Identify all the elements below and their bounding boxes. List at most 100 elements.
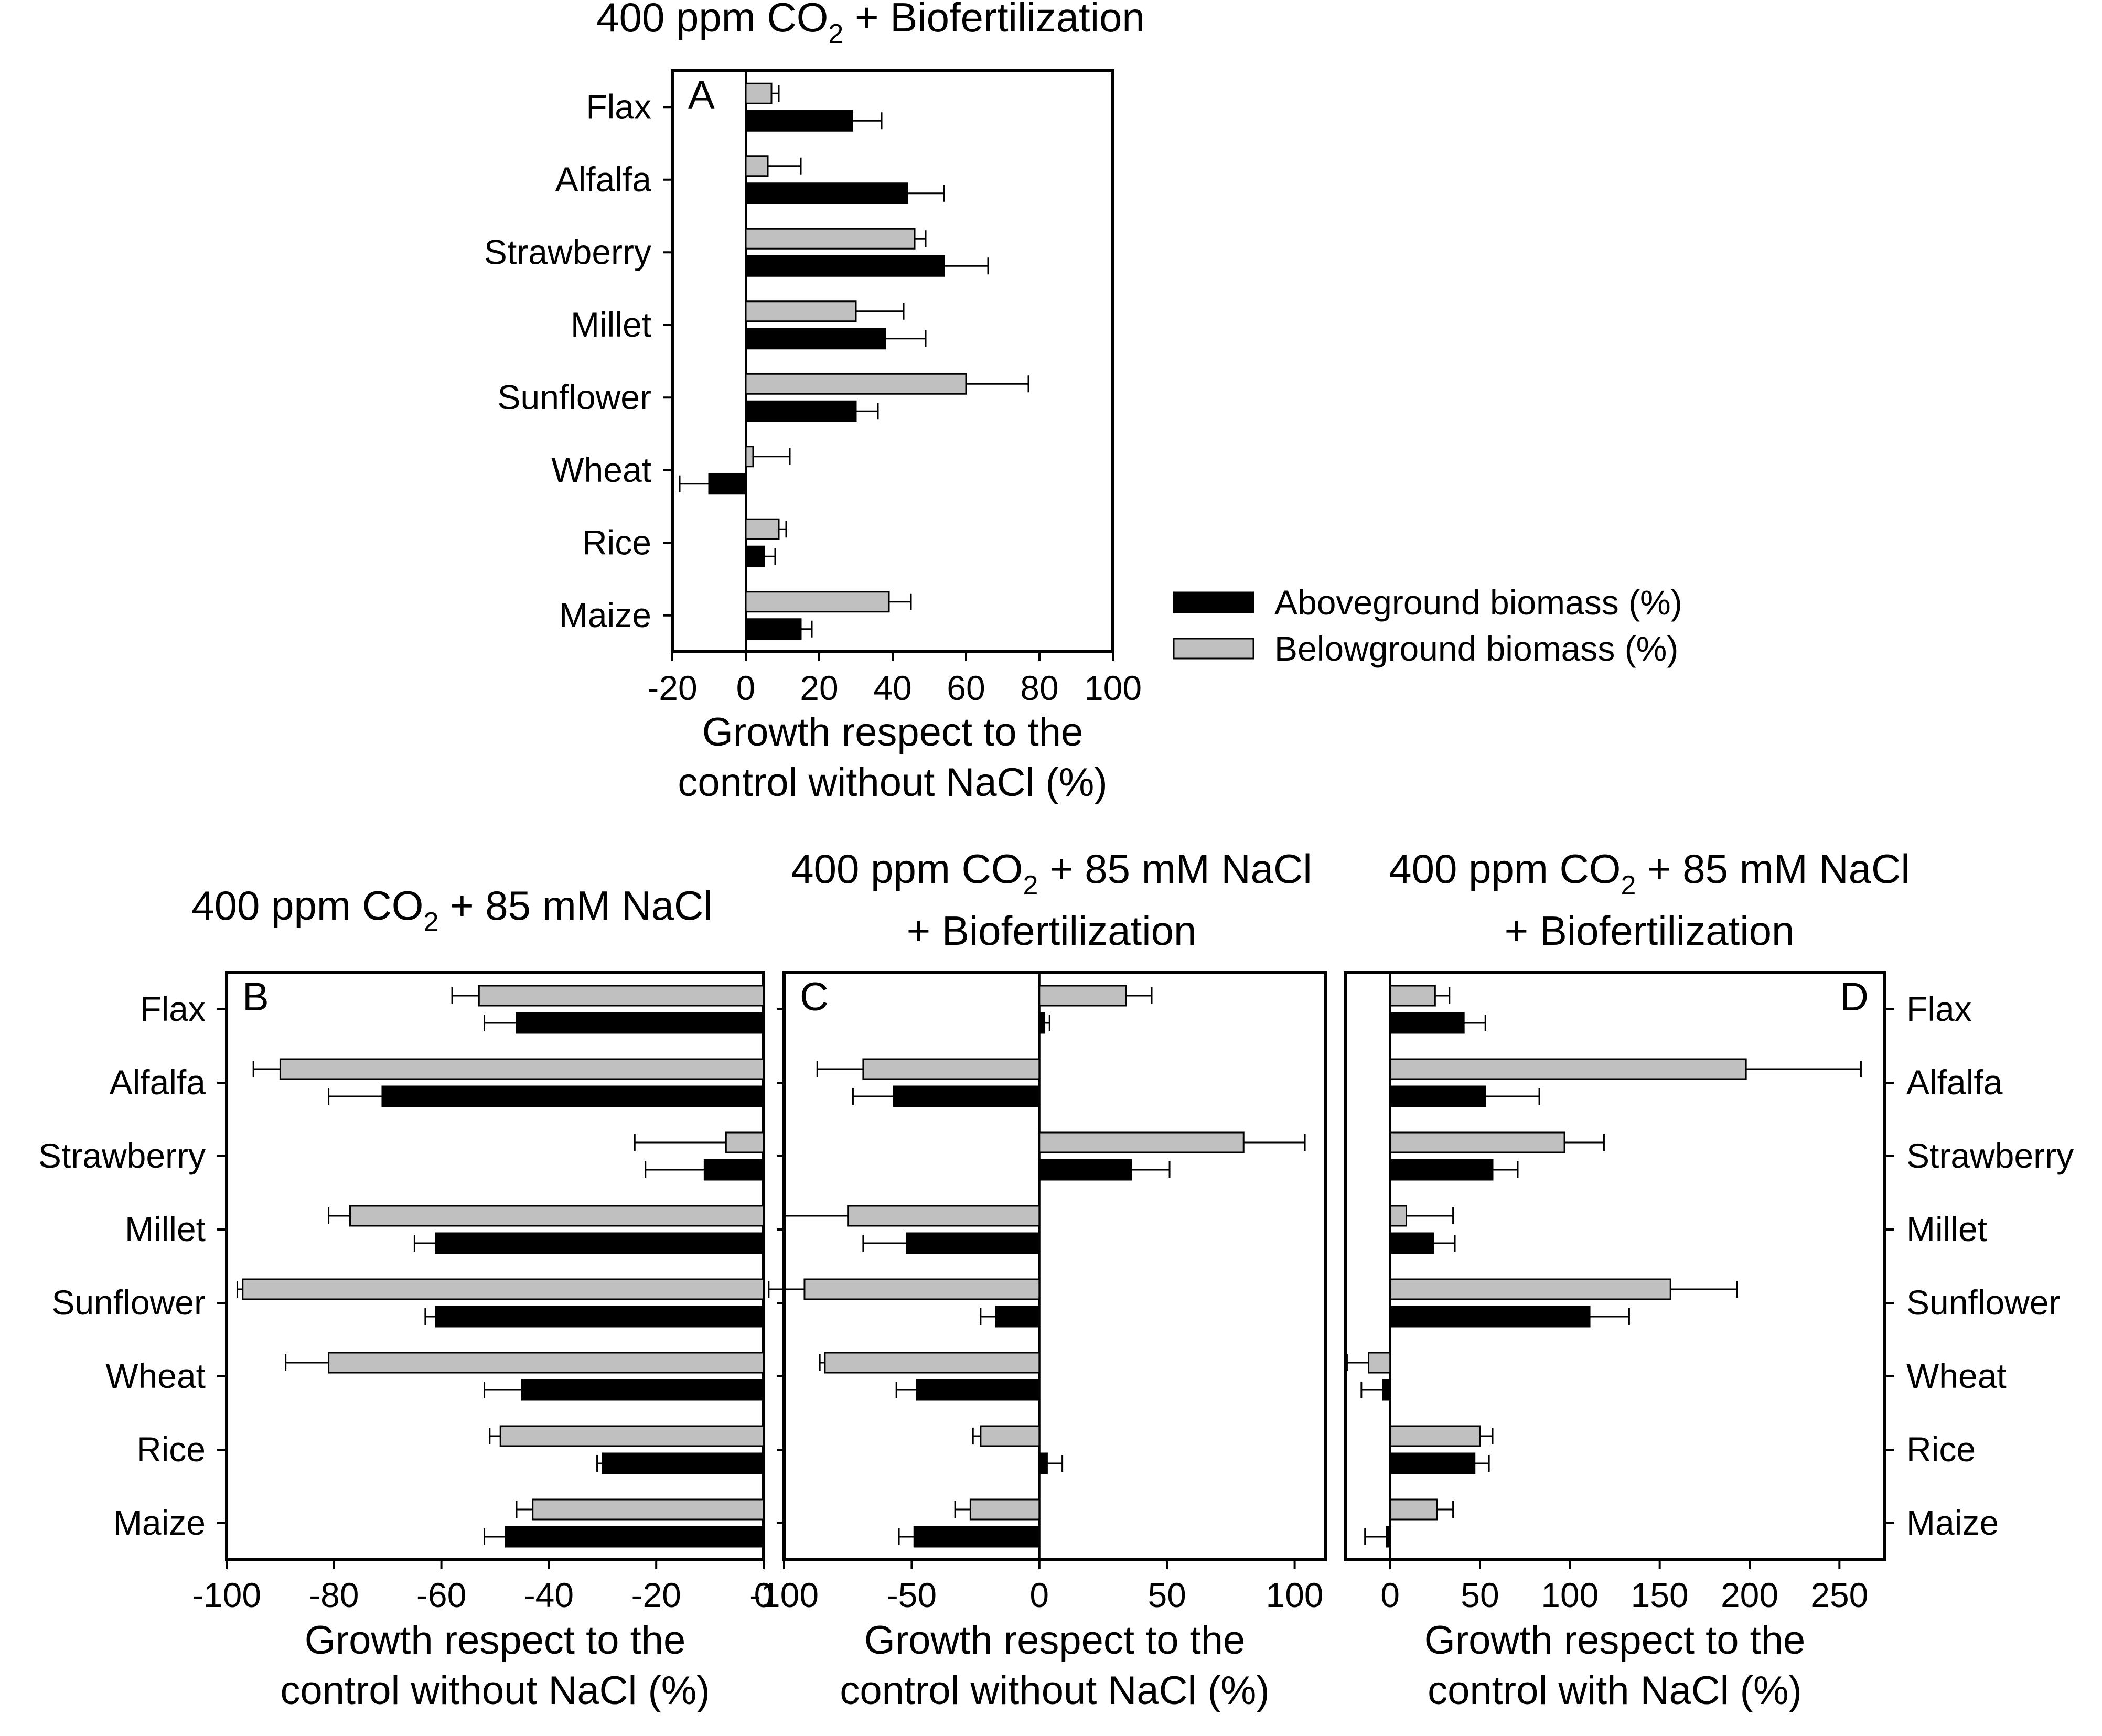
bar-below-flax: [1038, 985, 1127, 1007]
bar-below-sunflower: [803, 1278, 1041, 1300]
panel-letter: C: [800, 975, 829, 1019]
x-tick-label: 50: [1461, 1576, 1499, 1614]
bar-below-rice: [745, 518, 780, 540]
bar-above-millet: [1389, 1232, 1434, 1254]
x-tick-label: 150: [1631, 1576, 1689, 1614]
plot-frame: [782, 971, 1327, 1561]
bar-below-rice: [499, 1425, 765, 1447]
x-tick-label: -100: [749, 1576, 819, 1614]
category-label: Rice: [582, 523, 651, 562]
bar-below-millet: [1389, 1205, 1408, 1227]
bar-below-strawberry: [745, 228, 916, 250]
panel-a: 400 ppm CO2 + Biofertilization -20 0 20 40 60…: [484, 0, 1145, 805]
bar-below-millet: [745, 300, 857, 322]
category-label: Maize: [113, 1503, 206, 1542]
bar-above-alfalfa: [745, 182, 908, 204]
bar-below-millet: [847, 1205, 1041, 1227]
x-axis-label-line2: control with NaCl (%): [1428, 1668, 1802, 1713]
x-tick-label: 40: [873, 668, 911, 707]
bar-above-sunflower: [1389, 1306, 1591, 1328]
bar-above-strawberry: [703, 1159, 765, 1181]
category-label: Strawberry: [484, 232, 651, 271]
x-tick-label: -20: [631, 1576, 681, 1614]
x-tick-label: -40: [524, 1576, 574, 1614]
x-tick-label: 0: [1029, 1576, 1049, 1614]
bar-above-maize: [505, 1526, 765, 1548]
category-label: Millet: [571, 305, 651, 344]
x-tick-label: 0: [754, 1576, 774, 1614]
x-axis-label-line1: Growth respect to the: [864, 1618, 1246, 1663]
x-tick-label: 250: [1810, 1576, 1868, 1614]
x-axis-label-line1: Growth respect to the: [702, 710, 1084, 754]
bar-above-rice: [602, 1452, 765, 1474]
category-label: Alfalfa: [110, 1063, 206, 1102]
bar-below-alfalfa: [1389, 1058, 1747, 1080]
bar-below-wheat: [824, 1352, 1041, 1374]
panel-title: 400 ppm CO2 + 85 mM NaCl: [791, 846, 1312, 901]
bar-above-millet: [435, 1232, 765, 1254]
bar-above-flax: [1389, 1012, 1465, 1034]
category-label: Maize: [559, 596, 651, 634]
x-tick-label: 100: [1266, 1576, 1324, 1614]
bar-below-wheat: [328, 1352, 765, 1374]
category-label: Flax: [140, 989, 206, 1028]
x-tick-label: 80: [1020, 668, 1058, 707]
category-label: Flax: [1906, 989, 1972, 1028]
bar-below-wheat: [745, 446, 754, 468]
x-tick-label: 0: [1380, 1576, 1400, 1614]
bar-below-maize: [745, 591, 890, 613]
x-tick-label: 20: [800, 668, 838, 707]
bar-below-maize: [532, 1498, 765, 1521]
x-tick-label: 60: [947, 668, 985, 707]
plot-frame: [225, 971, 765, 1561]
x-axis-label-line2: control without NaCl (%): [840, 1668, 1269, 1713]
x-axis-label-line1: Growth respect to the: [1424, 1618, 1806, 1663]
panel-d: 400 ppm CO2 + 85 mM NaCl + Biofertilizati…: [1344, 846, 2074, 1713]
bar-above-rice: [1389, 1452, 1476, 1474]
legend: Aboveground biomass (%) Belowground bioma…: [1173, 583, 1682, 668]
bar-above-rice: [745, 545, 765, 567]
bar-above-wheat: [521, 1379, 765, 1401]
legend-label-below: Belowground biomass (%): [1274, 629, 1678, 668]
category-label: Flax: [586, 87, 651, 126]
bar-below-sunflower: [242, 1278, 765, 1300]
category-label: Wheat: [1906, 1356, 2007, 1395]
bar-above-rice: [1038, 1452, 1048, 1474]
x-axis-label-line2: control without NaCl (%): [678, 760, 1107, 805]
bar-above-flax: [745, 110, 853, 132]
bar-above-flax: [1038, 1012, 1046, 1034]
bar-above-sunflower: [435, 1306, 765, 1328]
category-label: Wheat: [551, 450, 651, 489]
category-label: Rice: [1906, 1430, 1976, 1469]
bar-above-wheat: [916, 1379, 1041, 1401]
panel-title-line2: + Biofertilization: [907, 908, 1197, 954]
x-axis-label-line2: control without NaCl (%): [280, 1668, 710, 1713]
category-label: Alfalfa: [1906, 1063, 2003, 1102]
bar-below-rice: [1389, 1425, 1481, 1447]
bar-below-strawberry: [1389, 1131, 1565, 1153]
x-axis-label-line1: Growth respect to the: [305, 1618, 686, 1663]
legend-label-above: Aboveground biomass (%): [1274, 583, 1682, 622]
bar-below-millet: [349, 1205, 765, 1227]
plot-frame: [1344, 971, 1886, 1561]
category-label: Millet: [125, 1210, 206, 1248]
bar-below-strawberry: [725, 1131, 765, 1153]
category-label: Wheat: [105, 1356, 206, 1395]
category-label: Strawberry: [1906, 1136, 2074, 1175]
category-label: Sunflower: [498, 378, 652, 416]
bar-below-strawberry: [1038, 1131, 1245, 1153]
bar-below-flax: [1389, 985, 1436, 1007]
panel-letter: D: [1840, 975, 1869, 1019]
bar-below-sunflower: [745, 373, 967, 395]
bar-below-alfalfa: [745, 155, 769, 177]
bar-below-alfalfa: [279, 1058, 765, 1080]
panel-b: 400 ppm CO2 + 85 mM NaCl -100 -80 -60 -40 -20…: [38, 882, 773, 1713]
plot-frame: [671, 69, 1114, 653]
category-label: Millet: [1906, 1210, 1987, 1248]
panel-title: 400 ppm CO2 + Biofertilization: [596, 0, 1145, 49]
bar-above-alfalfa: [1389, 1085, 1486, 1107]
bar-above-alfalfa: [893, 1085, 1041, 1107]
bar-above-maize: [745, 618, 802, 640]
bar-above-millet: [745, 328, 886, 350]
